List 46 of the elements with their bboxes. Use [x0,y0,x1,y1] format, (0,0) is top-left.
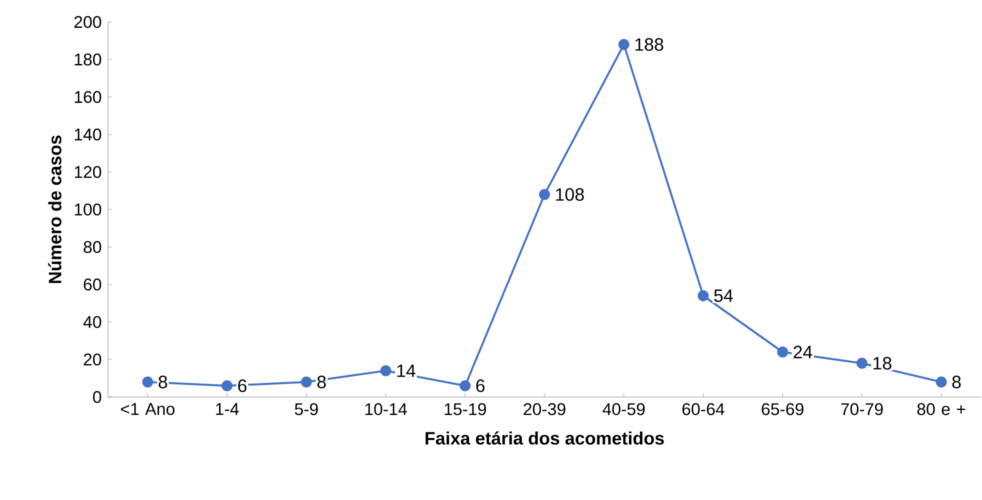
y-tick-label: 180 [74,54,102,66]
data-label: 6 [476,379,485,392]
point [460,380,471,392]
data-label: 8 [952,376,961,388]
point [380,365,392,376]
y-tick-label: 140 [74,128,102,140]
point [142,376,154,388]
point [936,376,947,388]
x-tick-label: 65-69 [762,403,804,416]
data-label: 24 [794,346,812,358]
x-tick-label: 40-59 [602,403,645,416]
point [222,380,233,392]
x-tick-label: <1 Ano [120,403,174,415]
x-tick-label: 70-79 [841,403,883,416]
point [777,346,788,358]
point [300,376,312,388]
point [618,39,630,50]
x-axis-title: Faixa etária dos acometidos [426,431,664,445]
data-label: 188 [635,38,664,51]
x-tick-label: 10-14 [365,403,407,416]
point [856,358,868,369]
data-label: 6 [238,379,246,392]
y-tick-label: 60 [84,278,102,290]
y-tick-label: 120 [74,166,102,178]
data-label: 14 [397,364,416,377]
data-label: 108 [556,188,584,201]
data-label: 54 [714,289,733,302]
y-tick-label: 0 [93,391,102,403]
x-tick-label: 80 e + [917,403,966,416]
y-tick-label: 40 [83,316,102,328]
y-tick-label: 80 [84,241,102,253]
data-label: 8 [158,376,168,388]
point [698,290,709,302]
x-tick-label: 1-4 [216,403,239,415]
y-tick-label: 20 [84,354,102,366]
y-axis-title: Número de casos [48,136,62,284]
data-label: 18 [874,356,892,370]
x-tick-label: 60-64 [682,403,724,416]
x-tick-label: 15-19 [444,403,486,416]
x-tick-label: 20-39 [524,403,566,416]
x-tick-label: 5-9 [294,403,318,416]
y-tick-label: 100 [74,204,102,216]
data-label: 8 [317,376,326,388]
y-tick-label: 200 [74,16,102,28]
point [539,189,550,200]
y-tick-label: 160 [74,91,102,103]
